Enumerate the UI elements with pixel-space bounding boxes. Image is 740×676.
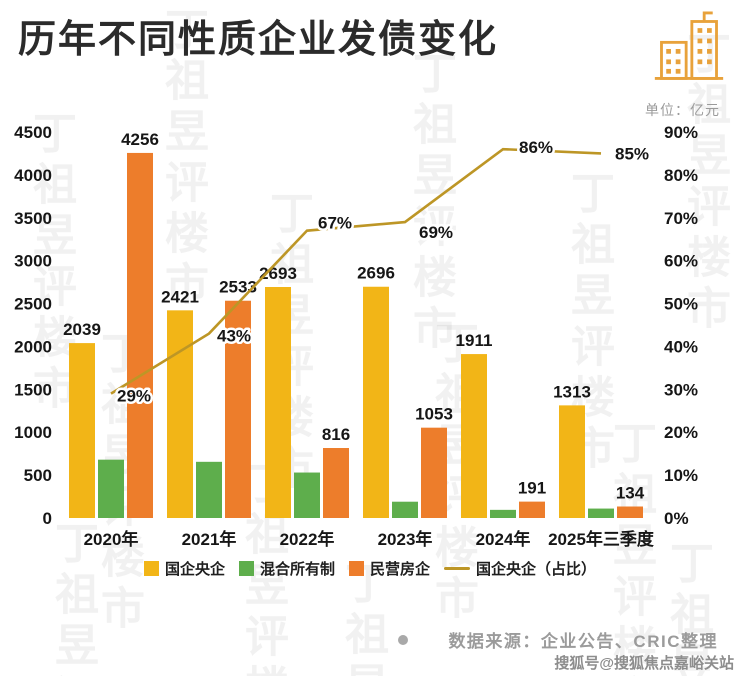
- unit-label: 单位：亿元: [645, 102, 720, 118]
- legend-item: 民营房企: [349, 558, 430, 579]
- building-icon: [654, 11, 724, 80]
- bar: [363, 286, 389, 518]
- legend-label: 民营房企: [370, 561, 431, 578]
- right-axis-tick: 40%: [664, 337, 698, 356]
- chart-legend: 国企央企 混合所有制 民营房企 国企央企（占比）: [0, 558, 740, 579]
- right-axis-tick: 10%: [664, 466, 698, 485]
- bar-value-label: 2533: [219, 278, 257, 297]
- legend-square-marker: [143, 561, 159, 576]
- sohu-account-text: 搜狐号@搜狐焦点嘉峪关站: [554, 655, 734, 672]
- x-axis-label: 2024年: [476, 529, 531, 549]
- bar: [617, 506, 643, 518]
- x-axis-label: 2022年: [280, 529, 335, 549]
- right-axis-tick: 90%: [664, 123, 698, 142]
- right-axis-tick: 20%: [664, 423, 698, 442]
- left-axis-tick: 3500: [14, 209, 52, 228]
- page-title: 历年不同性质企业发债变化: [18, 19, 499, 61]
- bar-value-label: 816: [322, 425, 350, 444]
- right-axis-tick: 30%: [664, 380, 698, 399]
- legend-label: 混合所有制: [259, 561, 335, 578]
- x-axis-label: 2021年: [182, 529, 237, 549]
- left-axis-tick: 1000: [14, 423, 52, 442]
- left-axis-tick: 1500: [14, 380, 52, 399]
- legend-square-marker: [349, 561, 364, 576]
- data-source-text: 数据来源：企业公告、CRIC整理: [448, 632, 718, 651]
- bar-value-label: 134: [616, 484, 645, 503]
- bar: [196, 461, 222, 518]
- percent-label: 67%: [318, 214, 352, 233]
- legend-label: 国企央企（占比）: [476, 561, 597, 578]
- legend-line-marker: [444, 567, 471, 570]
- bar: [225, 300, 251, 518]
- percent-label: 86%: [519, 138, 553, 157]
- trend-line: [110, 147, 602, 395]
- bar: [519, 501, 545, 518]
- legend-item: 国企央企: [143, 558, 225, 579]
- left-axis-tick: 4500: [14, 123, 52, 142]
- legend-square-marker: [238, 561, 254, 576]
- bar: [69, 343, 95, 518]
- bar: [265, 287, 291, 518]
- percent-label: 29%: [117, 387, 151, 406]
- left-axis-tick: 4000: [14, 166, 52, 185]
- bar: [392, 501, 418, 518]
- bar: [559, 405, 585, 518]
- bar-value-label: 1053: [415, 405, 453, 424]
- bar: [294, 472, 320, 518]
- right-axis-tick: 0%: [664, 509, 689, 528]
- source-bullet-dot: [398, 634, 409, 645]
- bar-value-label: 2693: [259, 264, 297, 283]
- bar: [167, 310, 193, 518]
- bar-value-label: 1313: [553, 382, 591, 401]
- bar-value-label: 2421: [161, 287, 199, 306]
- x-axis-label: 2020年: [84, 529, 139, 549]
- left-axis-tick: 3000: [14, 252, 52, 271]
- bond-issuance-chart: 0 500 1000 1500 2000 2500 3000 3500 4000 4500 0% 10…: [14, 123, 698, 549]
- bar: [127, 152, 153, 518]
- right-axis-tick: 80%: [664, 166, 698, 185]
- right-axis-tick: 50%: [664, 295, 698, 314]
- left-axis-tick: 2500: [14, 295, 52, 314]
- bar-value-label: 191: [518, 479, 546, 498]
- percent-label: 69%: [419, 223, 453, 242]
- bar-value-label: 4256: [121, 130, 159, 149]
- header: 历年不同性质企业发债变化: [18, 10, 726, 88]
- bar-value-label: 1911: [456, 331, 493, 350]
- bar: [588, 508, 614, 518]
- x-axis-label: 2023年: [378, 529, 433, 549]
- left-axis-tick: 0: [43, 509, 52, 528]
- bar: [490, 509, 516, 518]
- legend-item: 国企央企（占比）: [444, 558, 596, 579]
- left-axis-tick: 500: [24, 466, 52, 485]
- bar: [323, 448, 349, 518]
- bar-value-label: 2039: [63, 320, 101, 339]
- source-row: 数据来源：企业公告、CRIC整理: [0, 627, 718, 652]
- right-axis-tick: 60%: [664, 252, 698, 271]
- right-axis-tick: 70%: [664, 209, 698, 228]
- percent-label: 85%: [615, 144, 649, 163]
- legend-label: 国企央企: [164, 561, 225, 578]
- bar-value-label: 2696: [357, 264, 395, 283]
- bar: [461, 354, 487, 518]
- percent-label: 43%: [217, 327, 251, 346]
- legend-item: 混合所有制: [238, 558, 335, 579]
- left-axis-tick: 2000: [14, 337, 52, 356]
- x-axis-label: 2025年三季度: [548, 529, 655, 549]
- bar: [98, 459, 124, 518]
- bar: [421, 427, 447, 518]
